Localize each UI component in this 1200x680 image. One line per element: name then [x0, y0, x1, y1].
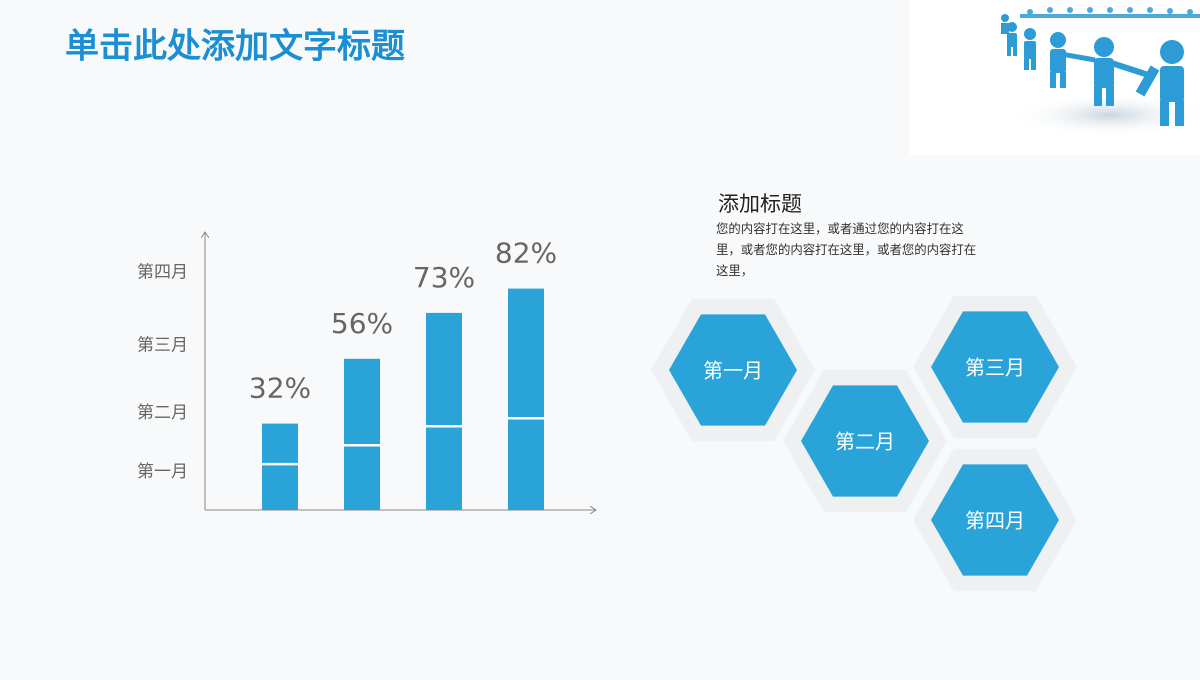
hexagon — [669, 314, 797, 426]
hexagon-label: 第一月 — [703, 359, 763, 383]
value-label: 73% — [413, 261, 475, 294]
hexagon-label: 第二月 — [835, 430, 895, 454]
value-label: 82% — [495, 237, 557, 270]
panel-text: 您的内容打在这里，或者通过您的内容打在这里，或者您的内容打在这里，或者您的内容打… — [716, 221, 977, 278]
value-label: 32% — [249, 372, 311, 405]
y-tick-label: 第二月 — [137, 403, 188, 423]
bar — [262, 423, 298, 510]
hexagon — [931, 464, 1059, 576]
people-illustration — [1001, 7, 1200, 137]
slide-title: 单击此处添加文字标题 — [65, 27, 405, 67]
hexagon-label: 第三月 — [965, 356, 1025, 380]
hexagon-label: 第四月 — [965, 509, 1025, 533]
bar — [344, 358, 380, 510]
bar — [508, 288, 544, 510]
bar — [426, 312, 462, 510]
y-tick-label: 第四月 — [137, 262, 188, 282]
hexagon — [801, 385, 929, 497]
value-label: 56% — [331, 307, 393, 340]
y-tick-label: 第一月 — [137, 462, 188, 482]
hexagon — [931, 311, 1059, 423]
y-tick-label: 第三月 — [137, 335, 188, 355]
panel-title: 添加标题 — [718, 192, 802, 216]
